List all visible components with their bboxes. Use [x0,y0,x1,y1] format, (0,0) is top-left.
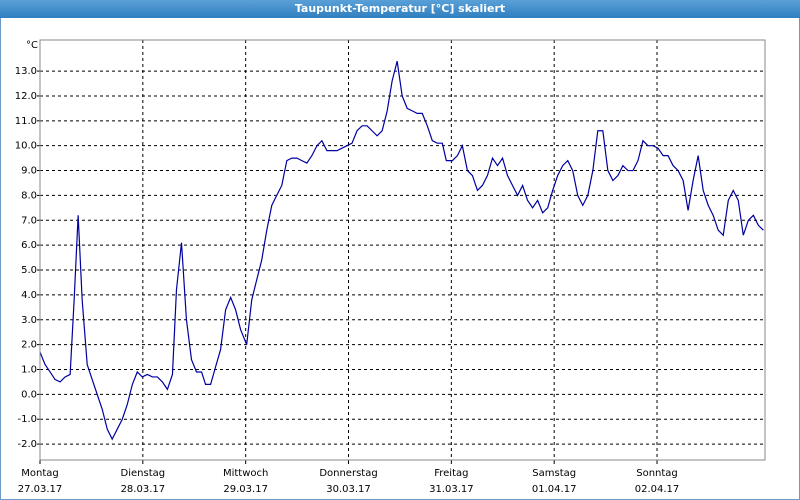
x-tick-label: Donnerstag [319,468,377,479]
x-tick-date: 31.03.17 [429,484,474,495]
y-tick-label: 6.0 [21,240,37,251]
x-tick-label: Sonntag [636,468,678,479]
y-tick-label: -1.0 [17,414,37,425]
x-tick-label: Dienstag [121,468,166,479]
x-tick-label: Freitag [434,468,468,479]
x-tick-label: Montag [21,468,58,479]
title-bar [0,0,800,18]
data-line [39,60,764,441]
chart-title: Taupunkt-Temperatur [°C] skaliert [295,2,505,15]
y-tick-label: 1.0 [21,364,37,375]
plot-frame [39,39,766,461]
y-tick-label: -2.0 [17,439,37,450]
y-tick-label: 13.0 [15,66,37,77]
y-tick-label: 0.0 [21,389,37,400]
y-tick-label: 9.0 [21,166,37,177]
x-tick-date: 29.03.17 [223,484,268,495]
y-tick-label: 8.0 [21,190,37,201]
y-tick-label: 3.0 [21,315,37,326]
x-tick-label: Mittwoch [223,468,268,479]
y-tick-label: 7.0 [21,215,37,226]
x-tick-date: 02.04.17 [635,484,680,495]
y-tick-label: 10.0 [15,141,37,152]
y-tick-label: 2.0 [21,340,37,351]
x-tick-label: Samstag [532,468,576,479]
x-tick-date: 27.03.17 [18,484,63,495]
y-tick-label: 5.0 [21,265,37,276]
x-tick-date: 30.03.17 [326,484,371,495]
y-tick-label: 12.0 [15,91,37,102]
y-tick-label: 11.0 [15,116,37,127]
x-tick-date: 01.04.17 [532,484,577,495]
x-tick-date: 28.03.17 [121,484,166,495]
plot [39,60,764,441]
y-axis-label: °C [26,40,38,51]
y-tick-label: 4.0 [21,290,37,301]
